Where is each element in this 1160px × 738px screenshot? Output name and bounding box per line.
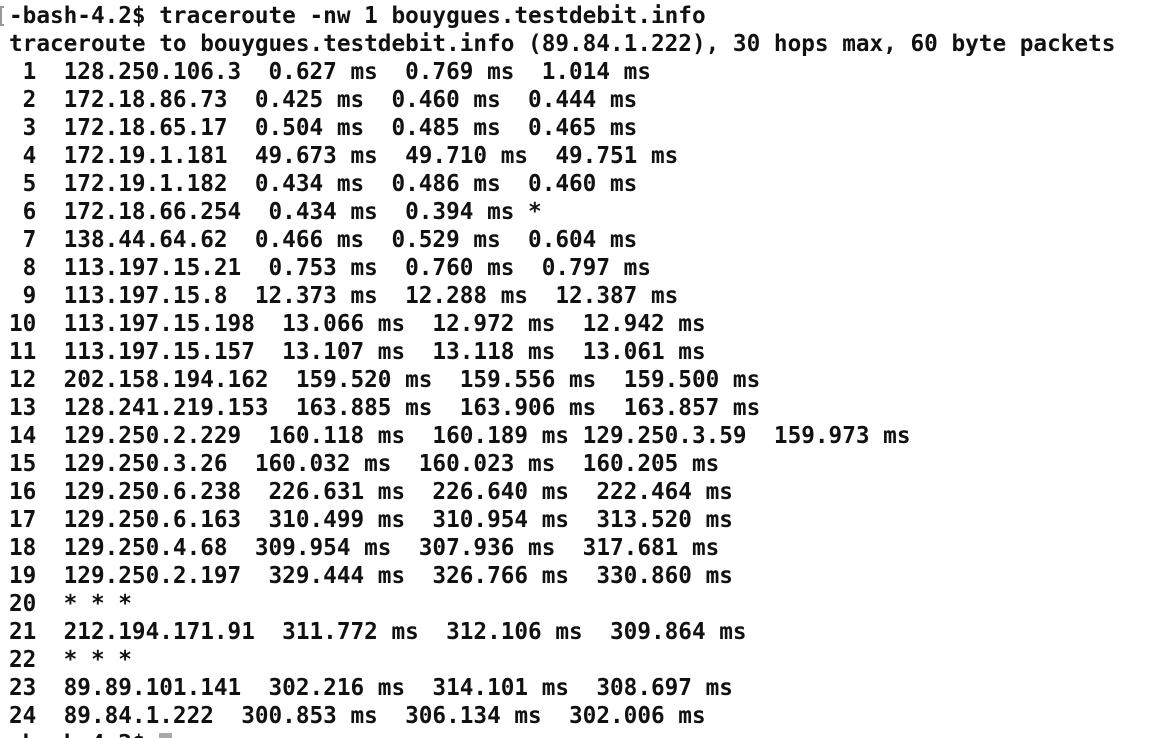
line-text: 20 * * * xyxy=(9,591,132,617)
terminal-line: 6 172.18.66.254 0.434 ms 0.394 ms * xyxy=(0,198,1160,226)
terminal-line: 12 202.158.194.162 159.520 ms 159.556 ms… xyxy=(0,366,1160,394)
terminal-line: 22 * * * xyxy=(0,646,1160,674)
line-text: 16 129.250.6.238 226.631 ms 226.640 ms 2… xyxy=(9,479,733,505)
terminal-line: 16 129.250.6.238 226.631 ms 226.640 ms 2… xyxy=(0,478,1160,506)
line-text: 3 172.18.65.17 0.504 ms 0.485 ms 0.465 m… xyxy=(9,115,638,141)
line-text: 6 172.18.66.254 0.434 ms 0.394 ms * xyxy=(9,199,542,225)
terminal-line: 15 129.250.3.26 160.032 ms 160.023 ms 16… xyxy=(0,450,1160,478)
cursor xyxy=(159,733,173,738)
line-text: 5 172.19.1.182 0.434 ms 0.486 ms 0.460 m… xyxy=(9,171,638,197)
terminal-line: 14 129.250.2.229 160.118 ms 160.189 ms 1… xyxy=(0,422,1160,450)
line-text: 17 129.250.6.163 310.499 ms 310.954 ms 3… xyxy=(9,507,733,533)
line-text: 18 129.250.4.68 309.954 ms 307.936 ms 31… xyxy=(9,535,720,561)
terminal-line: 7 138.44.64.62 0.466 ms 0.529 ms 0.604 m… xyxy=(0,226,1160,254)
line-text: 14 129.250.2.229 160.118 ms 160.189 ms 1… xyxy=(9,423,911,449)
line-text: 8 113.197.15.21 0.753 ms 0.760 ms 0.797 … xyxy=(9,255,651,281)
terminal-line: 19 129.250.2.197 329.444 ms 326.766 ms 3… xyxy=(0,562,1160,590)
line-text: 10 113.197.15.198 13.066 ms 12.972 ms 12… xyxy=(9,311,706,337)
line-text: 22 * * * xyxy=(9,647,132,673)
terminal-line: 21 212.194.171.91 311.772 ms 312.106 ms … xyxy=(0,618,1160,646)
terminal-line: 20 * * * xyxy=(0,590,1160,618)
line-text: 12 202.158.194.162 159.520 ms 159.556 ms… xyxy=(9,367,761,393)
terminal-line: -bash-4.2$ xyxy=(0,730,1160,738)
terminal-line: 4 172.19.1.181 49.673 ms 49.710 ms 49.75… xyxy=(0,142,1160,170)
line-text: -bash-4.2$ xyxy=(9,731,159,738)
prompt-marker xyxy=(0,6,4,26)
line-text: traceroute to bouygues.testdebit.info (8… xyxy=(9,31,1116,57)
line-text: 24 89.84.1.222 300.853 ms 306.134 ms 302… xyxy=(9,703,706,729)
line-text: 9 113.197.15.8 12.373 ms 12.288 ms 12.38… xyxy=(9,283,679,309)
terminal-line: 11 113.197.15.157 13.107 ms 13.118 ms 13… xyxy=(0,338,1160,366)
terminal-line: 10 113.197.15.198 13.066 ms 12.972 ms 12… xyxy=(0,310,1160,338)
line-text: 2 172.18.86.73 0.425 ms 0.460 ms 0.444 m… xyxy=(9,87,638,113)
terminal-line: 23 89.89.101.141 302.216 ms 314.101 ms 3… xyxy=(0,674,1160,702)
line-text: 15 129.250.3.26 160.032 ms 160.023 ms 16… xyxy=(9,451,720,477)
line-text: 21 212.194.171.91 311.772 ms 312.106 ms … xyxy=(9,619,747,645)
line-text: 1 128.250.106.3 0.627 ms 0.769 ms 1.014 … xyxy=(9,59,651,85)
line-text: 19 129.250.2.197 329.444 ms 326.766 ms 3… xyxy=(9,563,733,589)
line-text: 23 89.89.101.141 302.216 ms 314.101 ms 3… xyxy=(9,675,733,701)
line-text: 4 172.19.1.181 49.673 ms 49.710 ms 49.75… xyxy=(9,143,679,169)
terminal-line: 9 113.197.15.8 12.373 ms 12.288 ms 12.38… xyxy=(0,282,1160,310)
terminal-line: 1 128.250.106.3 0.627 ms 0.769 ms 1.014 … xyxy=(0,58,1160,86)
terminal-line: 3 172.18.65.17 0.504 ms 0.485 ms 0.465 m… xyxy=(0,114,1160,142)
terminal-line: 8 113.197.15.21 0.753 ms 0.760 ms 0.797 … xyxy=(0,254,1160,282)
terminal-line: traceroute to bouygues.testdebit.info (8… xyxy=(0,30,1160,58)
terminal-line: 24 89.84.1.222 300.853 ms 306.134 ms 302… xyxy=(0,702,1160,730)
terminal-line: -bash-4.2$ traceroute -nw 1 bouygues.tes… xyxy=(0,2,1160,30)
terminal-line: 2 172.18.86.73 0.425 ms 0.460 ms 0.444 m… xyxy=(0,86,1160,114)
line-text: 13 128.241.219.153 163.885 ms 163.906 ms… xyxy=(9,395,761,421)
terminal-line: 18 129.250.4.68 309.954 ms 307.936 ms 31… xyxy=(0,534,1160,562)
terminal-line: 5 172.19.1.182 0.434 ms 0.486 ms 0.460 m… xyxy=(0,170,1160,198)
line-text: -bash-4.2$ traceroute -nw 1 bouygues.tes… xyxy=(9,3,706,29)
terminal-line: 17 129.250.6.163 310.499 ms 310.954 ms 3… xyxy=(0,506,1160,534)
line-text: 11 113.197.15.157 13.107 ms 13.118 ms 13… xyxy=(9,339,706,365)
line-text: 7 138.44.64.62 0.466 ms 0.529 ms 0.604 m… xyxy=(9,227,638,253)
terminal-line: 13 128.241.219.153 163.885 ms 163.906 ms… xyxy=(0,394,1160,422)
